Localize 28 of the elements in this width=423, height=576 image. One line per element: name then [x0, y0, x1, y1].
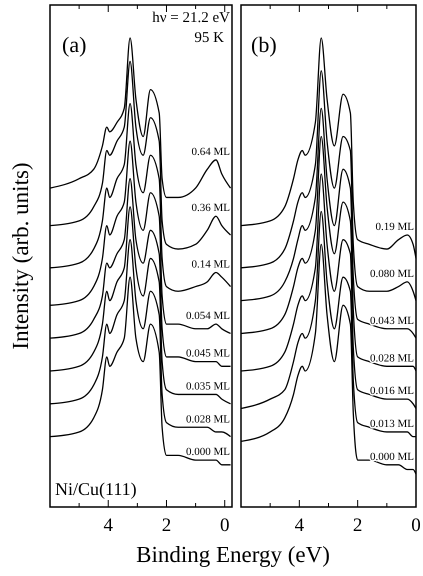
x-tick-label: 0	[220, 515, 230, 536]
series-label: 0.14 ML	[192, 258, 230, 270]
series-label: 0.043 ML	[370, 314, 414, 327]
series-label: 0.64 ML	[192, 146, 230, 158]
series-label: 0.028 ML	[186, 413, 230, 426]
series-label: 0.045 ML	[186, 348, 230, 360]
series-label: 0.19 ML	[376, 220, 414, 233]
series-label: 0.016 ML	[370, 385, 414, 398]
x-tick-label: 4	[294, 515, 305, 536]
text: hν = 21.2 eV	[152, 10, 230, 26]
x-tick-label: 0	[411, 515, 421, 536]
y-axis-title: Intensity (arb. units)	[8, 162, 33, 350]
series-label: 0.000 ML	[370, 450, 414, 463]
series-label: 0.035 ML	[186, 380, 230, 392]
series-label: 0.080 ML	[370, 268, 414, 280]
annotation: (b)	[251, 32, 277, 57]
x-axis-title: Binding Energy (eV)	[136, 542, 330, 567]
x-tick-label: 4	[103, 515, 114, 536]
x-tick-label: 2	[162, 515, 172, 536]
series-label: 0.000 ML	[186, 446, 230, 458]
annotation: 95 K	[194, 30, 224, 46]
annotation: Ni/Cu(111)	[55, 479, 137, 499]
annotation: (a)	[62, 32, 86, 57]
x-tick-label: 2	[352, 515, 362, 536]
series-label: 0.028 ML	[370, 352, 414, 364]
series-label: 0.013 ML	[370, 418, 414, 430]
series-label: 0.36 ML	[192, 202, 230, 214]
series-label: 0.054 ML	[186, 310, 230, 322]
